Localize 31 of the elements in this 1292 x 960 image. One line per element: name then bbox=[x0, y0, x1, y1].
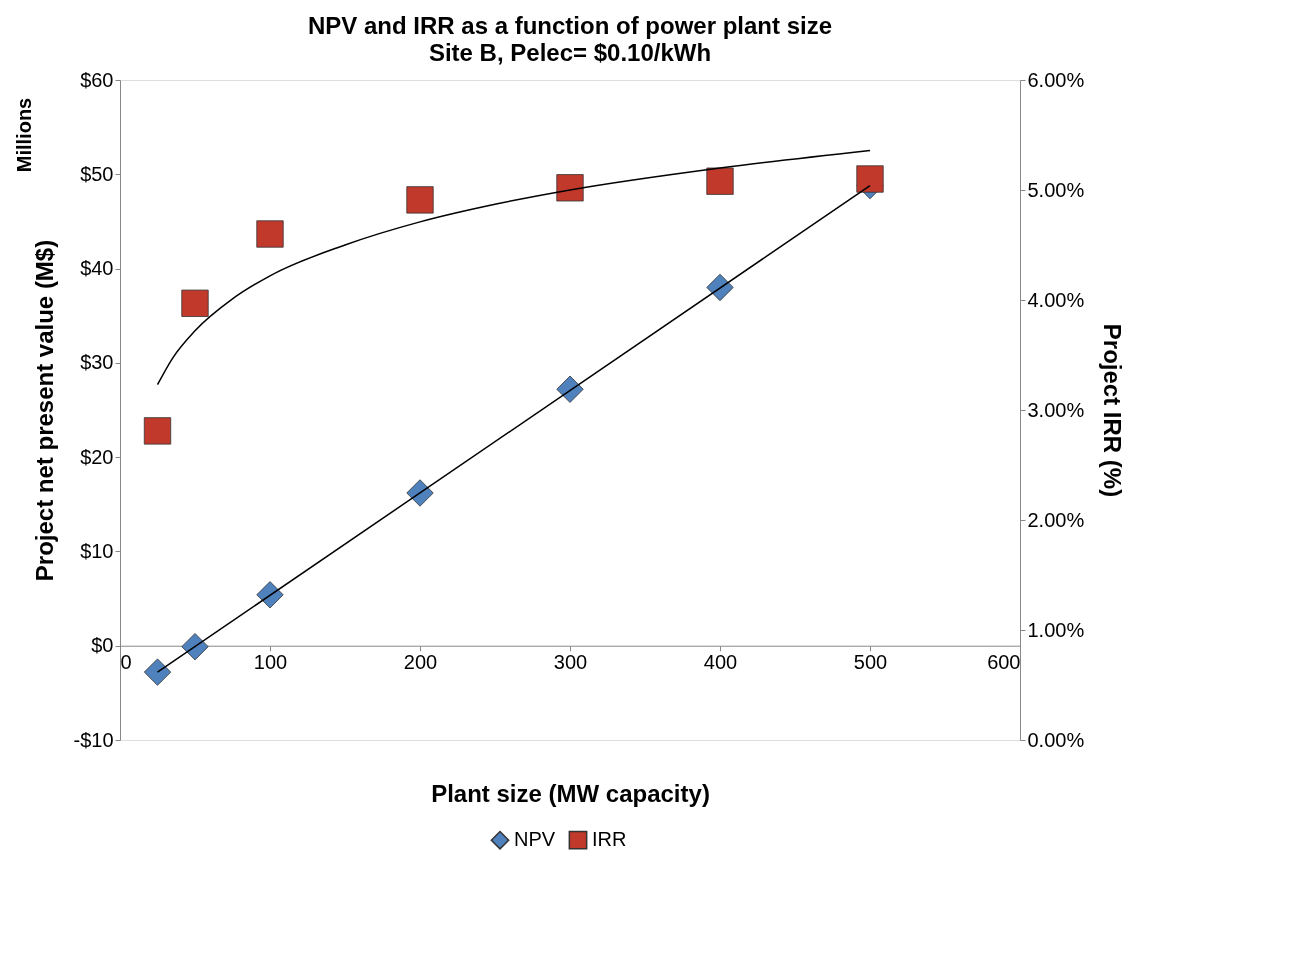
legend-label: NPV bbox=[514, 828, 556, 851]
x-tick-label: 600 bbox=[987, 651, 1021, 674]
y-tick-label: $30 bbox=[80, 351, 114, 374]
y-tick-label: $10 bbox=[80, 539, 114, 562]
y-tick-label: -$10 bbox=[73, 728, 114, 751]
y2-tick-label: 2.00% bbox=[1027, 508, 1085, 531]
x-tick-label: 0 bbox=[120, 651, 132, 674]
y2-tick-label: 1.00% bbox=[1027, 618, 1085, 641]
x-tick-label: 100 bbox=[253, 651, 288, 674]
y-axis-title: Project net present value (M$) bbox=[31, 239, 59, 582]
y2-axis-title: Project IRR (%) bbox=[1099, 323, 1127, 498]
y2-tick-label: 3.00% bbox=[1027, 398, 1085, 421]
x-tick-label: 200 bbox=[403, 651, 438, 674]
text: Millions bbox=[13, 97, 35, 173]
x-tick-label: 500 bbox=[853, 651, 888, 674]
y2-tick-label: 4.00% bbox=[1027, 288, 1085, 311]
chart-subtitle: Site B, Pelec= $0.10/kWh bbox=[428, 39, 712, 66]
y-tick-label: $20 bbox=[80, 445, 114, 468]
y2-tick-label: 0.00% bbox=[1027, 728, 1085, 751]
y2-tick-label: 5.00% bbox=[1027, 178, 1085, 201]
y2-tick-label: 6.00% bbox=[1027, 68, 1085, 91]
x-axis-title: Plant size (MW capacity) bbox=[431, 779, 710, 807]
y-tick-label: $50 bbox=[80, 162, 114, 185]
y-tick-label: $40 bbox=[80, 257, 114, 280]
y-tick-label: $60 bbox=[80, 68, 114, 91]
chart-title: NPV and IRR as a function of power plant size bbox=[307, 12, 833, 39]
x-tick-label: 400 bbox=[703, 651, 738, 674]
x-tick-label: 300 bbox=[553, 651, 588, 674]
line-series bbox=[156, 149, 871, 386]
legend-label: IRR bbox=[592, 828, 627, 851]
y-tick-label: $0 bbox=[91, 634, 114, 657]
